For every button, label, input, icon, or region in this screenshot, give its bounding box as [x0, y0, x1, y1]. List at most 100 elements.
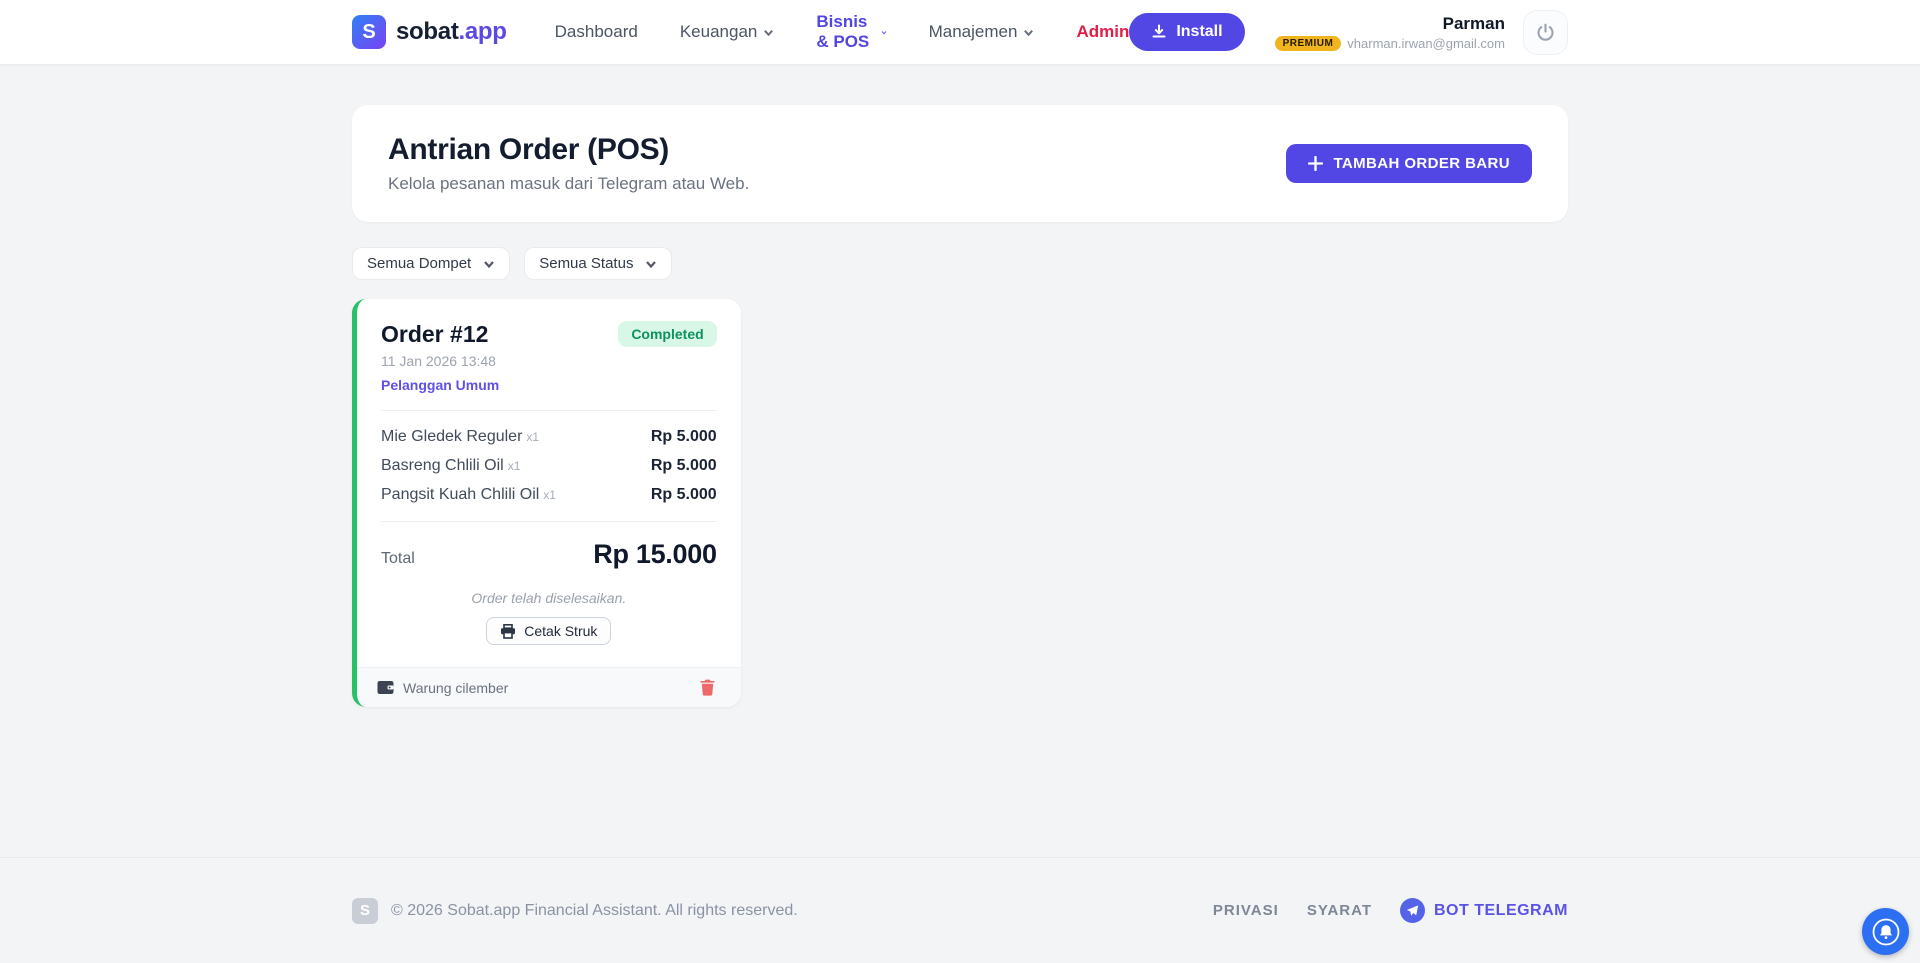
chevron-down-icon [484, 260, 495, 268]
wallet-filter-select[interactable]: Semua Dompet [352, 247, 511, 280]
app-logo-suffix: .app [458, 18, 507, 45]
nav-item-keuangan[interactable]: Keuangan [680, 22, 775, 42]
navbar-right: Install Parman PREMIUM vharman.irwan@gma… [1129, 9, 1568, 55]
order-note: Order telah diselesaikan. [471, 590, 627, 606]
top-navbar: S sobat.app Dashboard Keuangan Bisnis & … [0, 0, 1920, 64]
nav-links: Dashboard Keuangan Bisnis & POS Manajeme… [555, 12, 1130, 52]
order-card-body: Order #12 11 Jan 2026 13:48 Pelanggan Um… [357, 299, 741, 667]
orders-grid: Order #12 11 Jan 2026 13:48 Pelanggan Um… [352, 299, 1568, 707]
footer-logo-icon: S [352, 897, 378, 924]
item-name-text: Pangsit Kuah Chlili Oil [381, 486, 540, 503]
app-logo[interactable]: S sobat.app [352, 15, 507, 49]
user-name: Parman [1442, 13, 1505, 33]
total-value: Rp 15.000 [593, 539, 717, 569]
delete-order-button[interactable] [698, 677, 717, 698]
nav-item-label: Keuangan [679, 22, 758, 41]
nav-item-bisnis-pos[interactable]: Bisnis & POS [816, 12, 887, 52]
chevron-down-icon [646, 260, 657, 268]
printer-icon [501, 623, 516, 639]
chevron-down-icon [1024, 29, 1034, 36]
privacy-link[interactable]: PRIVASI [1212, 902, 1279, 919]
print-receipt-label: Cetak Struk [524, 623, 598, 639]
app-logo-name: sobat [396, 18, 459, 45]
wallet-name: Warung cilember [403, 679, 509, 696]
nav-item-admin[interactable]: Admin [1076, 22, 1129, 42]
nav-item-manajemen[interactable]: Manajemen [929, 22, 1035, 42]
user-block[interactable]: Parman PREMIUM vharman.irwan@gmail.com [1274, 13, 1505, 52]
power-icon [1537, 23, 1554, 41]
nav-item-label: Bisnis & POS [816, 12, 870, 51]
add-order-label: TAMBAH ORDER BARU [1333, 155, 1510, 172]
user-email: vharman.irwan@gmail.com [1347, 36, 1505, 52]
order-card-footer: Warung cilember [357, 667, 741, 707]
order-card: Order #12 11 Jan 2026 13:48 Pelanggan Um… [352, 299, 741, 707]
telegram-bot-link[interactable]: BOT TELEGRAM [1400, 898, 1568, 923]
telegram-link-label: BOT TELEGRAM [1434, 901, 1568, 919]
order-items-list: Mie Gledek Reguler x1 Rp 5.000 Basreng Ch… [381, 428, 717, 504]
download-icon [1152, 24, 1166, 38]
chevron-down-icon [764, 29, 774, 36]
order-card-header: Order #12 11 Jan 2026 13:48 Pelanggan Um… [381, 321, 717, 393]
wallet-icon [377, 681, 394, 694]
print-receipt-button[interactable]: Cetak Struk [486, 617, 612, 645]
page-header-text: Antrian Order (POS) Kelola pesanan masuk… [388, 133, 749, 194]
item-price: Rp 5.000 [650, 486, 717, 503]
total-label: Total [381, 550, 415, 567]
nav-item-label: Admin [1076, 22, 1130, 41]
nav-item-label: Manajemen [928, 22, 1018, 41]
user-subline: PREMIUM vharman.irwan@gmail.com [1274, 36, 1505, 52]
chevron-down-icon [881, 30, 887, 35]
telegram-plane-icon [1406, 904, 1419, 916]
divider [381, 521, 717, 522]
item-name-text: Mie Gledek Reguler [381, 428, 523, 445]
nav-item-label: Dashboard [554, 22, 638, 41]
notification-bell-button[interactable] [1862, 908, 1909, 955]
item-name: Pangsit Kuah Chlili Oil x1 [381, 486, 556, 504]
main-content: Antrian Order (POS) Kelola pesanan masuk… [0, 64, 1920, 857]
item-name: Basreng Chlili Oil x1 [381, 457, 520, 475]
item-name-text: Basreng Chlili Oil [381, 457, 504, 474]
logout-button[interactable] [1523, 9, 1568, 55]
order-status-badge: Completed [618, 321, 717, 347]
status-filter-value: Semua Status [539, 255, 634, 272]
filters-row: Semua Dompet Semua Status [352, 247, 1568, 280]
footer-left: S © 2026 Sobat.app Financial Assistant. … [352, 897, 798, 924]
page-footer: S © 2026 Sobat.app Financial Assistant. … [0, 857, 1920, 963]
item-qty: x1 [507, 459, 521, 473]
install-button[interactable]: Install [1129, 13, 1245, 51]
order-total-row: Total Rp 15.000 [381, 539, 717, 570]
page-subtitle: Kelola pesanan masuk dari Telegram atau … [388, 174, 750, 193]
divider [381, 410, 717, 411]
plus-icon [1308, 156, 1324, 171]
status-filter-select[interactable]: Semua Status [524, 247, 673, 280]
footer-links: PRIVASI SYARAT BOT TELEGRAM [1213, 898, 1568, 923]
item-qty: x1 [543, 488, 556, 502]
order-head-left: Order #12 11 Jan 2026 13:48 Pelanggan Um… [381, 321, 499, 393]
trash-icon [699, 679, 715, 696]
page-title: Antrian Order (POS) [388, 133, 669, 166]
order-customer-link[interactable]: Pelanggan Umum [381, 377, 500, 393]
order-title: Order #12 [381, 321, 489, 347]
nav-item-dashboard[interactable]: Dashboard [555, 22, 638, 42]
item-price: Rp 5.000 [650, 457, 717, 474]
add-order-button[interactable]: TAMBAH ORDER BARU [1286, 144, 1532, 183]
premium-badge: PREMIUM [1274, 36, 1342, 52]
telegram-icon [1400, 898, 1425, 923]
wallet-tag: Warung cilember [377, 680, 508, 696]
print-button-row: Cetak Struk [381, 617, 717, 645]
item-price: Rp 5.000 [650, 428, 717, 445]
wallet-filter-value: Semua Dompet [367, 255, 472, 272]
order-datetime: 11 Jan 2026 13:48 [381, 353, 496, 369]
app-logo-icon: S [352, 15, 386, 49]
app-logo-text: sobat.app [396, 18, 507, 46]
item-qty: x1 [526, 430, 540, 444]
terms-link[interactable]: SYARAT [1306, 902, 1372, 919]
bell-icon [1872, 918, 1899, 945]
order-item-row: Mie Gledek Reguler x1 Rp 5.000 [381, 428, 717, 446]
page-header-card: Antrian Order (POS) Kelola pesanan masuk… [352, 105, 1568, 222]
install-label: Install [1176, 23, 1223, 40]
order-item-row: Pangsit Kuah Chlili Oil x1 Rp 5.000 [381, 486, 717, 504]
item-name: Mie Gledek Reguler x1 [381, 428, 539, 446]
copyright-text: © 2026 Sobat.app Financial Assistant. Al… [391, 901, 798, 919]
order-item-row: Basreng Chlili Oil x1 Rp 5.000 [381, 457, 717, 475]
